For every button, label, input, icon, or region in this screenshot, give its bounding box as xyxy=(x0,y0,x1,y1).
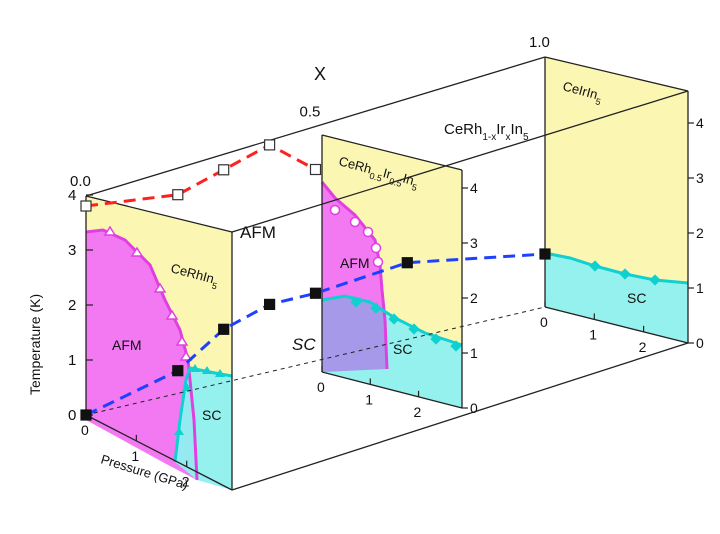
tc-series-markers xyxy=(80,248,551,421)
afm-region-label: AFM xyxy=(112,337,142,353)
overlap-region xyxy=(322,296,387,372)
sc-region xyxy=(175,368,232,490)
afm-markers xyxy=(103,225,193,361)
panel-cerhin5: CeRhIn5 AFM SC xyxy=(85,196,233,490)
panel-ceirin5: CeIrIn5 SC xyxy=(544,57,689,343)
pressure-tick-label: 2 xyxy=(639,339,647,355)
sc-main-label: SC xyxy=(292,335,316,354)
afm-region xyxy=(86,230,197,480)
temperature-tick-label: 4 xyxy=(696,115,704,131)
pressure-tick-label: 1 xyxy=(589,326,597,342)
temperature-tick-label: 3 xyxy=(696,170,704,186)
temperature-tick-label: 1 xyxy=(696,280,704,296)
x-axis-ticks: 0.0 0.5 1.0 xyxy=(70,34,550,190)
tn-marker xyxy=(172,189,184,201)
panel2-top-edge xyxy=(544,56,689,92)
panel1-top-edge xyxy=(321,134,463,171)
tc-marker xyxy=(80,409,92,421)
pressure-tick-label: 2 xyxy=(414,404,422,420)
sc-region-label: SC xyxy=(627,290,646,306)
temperature-tick-label: 1 xyxy=(68,352,76,369)
x-tick-label: 0.5 xyxy=(300,104,321,121)
x-axis-line xyxy=(85,56,546,197)
tn-series-line xyxy=(85,143,317,208)
sc-boundary-line xyxy=(544,251,689,285)
back-top-edge xyxy=(231,90,689,233)
sc-region xyxy=(545,253,688,343)
base-dashed-line xyxy=(85,306,546,416)
panel1-bottom-edge xyxy=(321,371,463,409)
tc-marker xyxy=(309,287,322,299)
tc-marker xyxy=(539,248,551,260)
temperature-axis-ticks: 0 1 2 3 4 0 1 2 3 4 0 1 2 3 4 xyxy=(68,115,704,424)
tc-marker xyxy=(264,298,276,310)
temperature-tick-label: 3 xyxy=(68,242,76,259)
panel-cerh05ir05in5: CeRh0.5Ir0.5In5 AFM SC xyxy=(320,135,463,408)
afm-markers xyxy=(329,204,384,268)
tc-marker xyxy=(401,257,413,269)
sc-region-label: SC xyxy=(393,341,412,357)
temperature-tick-label: 0 xyxy=(470,400,478,416)
tn-marker xyxy=(264,139,276,151)
afm-main-label: AFM xyxy=(240,223,276,242)
x-axis-label: X xyxy=(314,64,326,84)
pressure-tick-label: 0 xyxy=(317,379,325,395)
pressure-tick-label: 0 xyxy=(81,422,89,438)
pressure-tick-label: 2 xyxy=(182,474,190,490)
tn-marker xyxy=(309,163,322,176)
temperature-tick-label: 0 xyxy=(68,407,76,424)
temperature-tick-label: 2 xyxy=(696,225,704,241)
compound-family-label: CeRh1-xIrxIn5 xyxy=(444,121,529,143)
pressure-tick-label: 1 xyxy=(365,391,373,407)
temperature-tick-label: 3 xyxy=(470,235,478,251)
tn-marker xyxy=(80,200,92,212)
tn-marker xyxy=(218,164,230,176)
pressure-tick-label: 1 xyxy=(131,448,139,464)
pressure-tick-label: 0 xyxy=(540,314,548,330)
panel0-bottom-edge xyxy=(85,414,233,491)
sc-region-label: SC xyxy=(202,407,221,423)
sc-markers xyxy=(174,364,225,435)
x-tick-label: 1.0 xyxy=(529,34,550,51)
chart-frame xyxy=(85,56,689,491)
temperature-tick-label: 2 xyxy=(470,290,478,306)
sc-markers xyxy=(350,296,462,352)
panel2-bottom-edge xyxy=(544,306,689,344)
temperature-tick-label: 4 xyxy=(68,187,76,204)
sc-boundary-line xyxy=(173,366,233,463)
afm-region-label: AFM xyxy=(340,255,370,271)
sc-boundary-line xyxy=(321,294,463,347)
front-bottom-edge xyxy=(231,342,689,491)
tc-marker xyxy=(172,365,184,377)
tn-series-markers xyxy=(80,139,322,212)
tc-marker xyxy=(218,323,230,335)
temperature-axis-label: Temperature (K) xyxy=(27,294,43,395)
temperature-tick-label: 4 xyxy=(470,180,478,196)
temperature-tick-label: 0 xyxy=(696,335,704,351)
temperature-tick-label: 2 xyxy=(68,297,76,314)
temperature-tick-label: 1 xyxy=(470,345,478,361)
x-tick-label: 0.0 xyxy=(70,173,91,190)
sc-markers xyxy=(589,260,661,286)
